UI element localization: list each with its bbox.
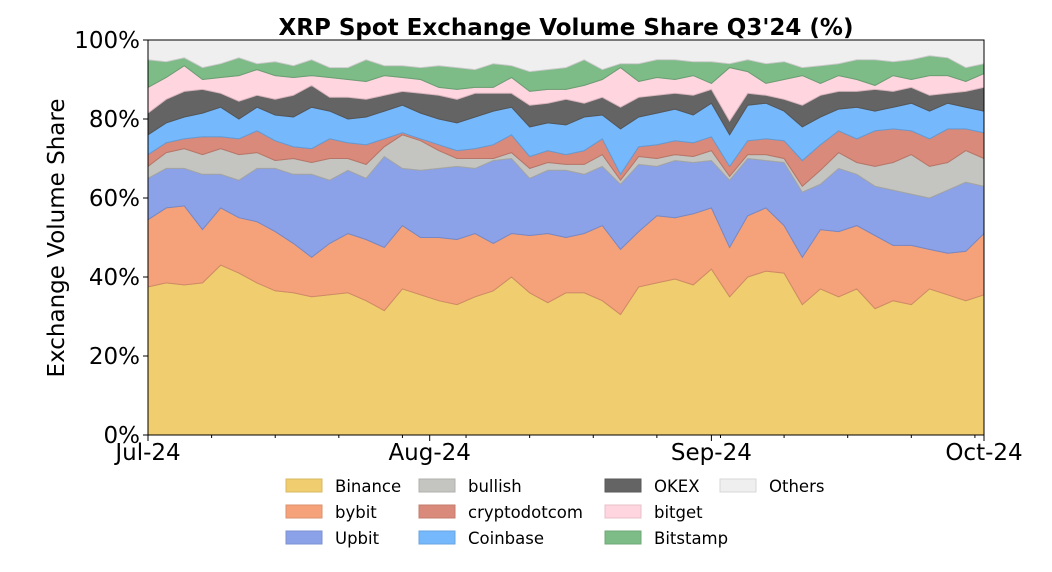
legend-item-bullish: bullish: [418, 477, 522, 496]
legend-swatch: [604, 478, 642, 493]
legend-item-others: Others: [719, 477, 824, 496]
legend-swatch: [285, 530, 323, 545]
legend-item-coinbase: Coinbase: [418, 529, 544, 548]
legend-label: Others: [769, 477, 824, 496]
legend-item-bitget: bitget: [604, 503, 703, 522]
y-tick-label: 0%: [104, 423, 141, 449]
y-tick-label: 100%: [74, 28, 140, 54]
legend-item-bitstamp: Bitstamp: [604, 529, 728, 548]
legend-label: bybit: [335, 503, 377, 522]
legend-swatch: [418, 478, 456, 493]
legend-label: Binance: [335, 477, 401, 496]
y-tick-label: 40%: [89, 265, 140, 291]
legend-swatch: [285, 504, 323, 519]
legend-label: Bitstamp: [654, 529, 728, 548]
legend-label: Coinbase: [468, 529, 544, 548]
x-axis: Jul-24 Aug-24 Sep-24 Oct-24: [113, 435, 1023, 466]
y-tick-label: 20%: [89, 344, 140, 370]
legend: Binance bybit Upbit bullish cryptodotcom Coin…: [285, 477, 824, 548]
x-tick-label: Oct-24: [945, 440, 1022, 466]
y-tick-label: 80%: [89, 107, 140, 133]
legend-swatch: [418, 530, 456, 545]
x-tick-label: Sep-24: [671, 440, 752, 466]
chart-title: XRP Spot Exchange Volume Share Q3'24 (%): [279, 15, 854, 41]
y-axis: 0% 20% 40% 60% 80% 100%: [74, 28, 148, 449]
legend-label: bitget: [654, 503, 703, 522]
x-tick-label: Aug-24: [388, 440, 470, 466]
legend-swatch: [285, 478, 323, 493]
area-layers: [147, 39, 985, 436]
plot-frame: [147, 39, 985, 436]
y-axis-label: Exchange Volume Share: [44, 99, 70, 378]
legend-item-bybit: bybit: [285, 503, 377, 522]
legend-label: OKEX: [654, 477, 700, 496]
legend-swatch: [604, 504, 642, 519]
legend-item-binance: Binance: [285, 477, 401, 496]
legend-label: cryptodotcom: [468, 503, 583, 522]
legend-swatch: [719, 478, 757, 493]
legend-item-cryptodotcom: cryptodotcom: [418, 503, 583, 522]
legend-swatch: [418, 504, 456, 519]
legend-label: bullish: [468, 477, 522, 496]
legend-item-okex: OKEX: [604, 477, 700, 496]
legend-label: Upbit: [335, 529, 380, 548]
x-tick-label: Jul-24: [113, 440, 180, 466]
y-tick-label: 60%: [89, 186, 140, 212]
legend-item-upbit: Upbit: [285, 529, 380, 548]
legend-swatch: [604, 530, 642, 545]
